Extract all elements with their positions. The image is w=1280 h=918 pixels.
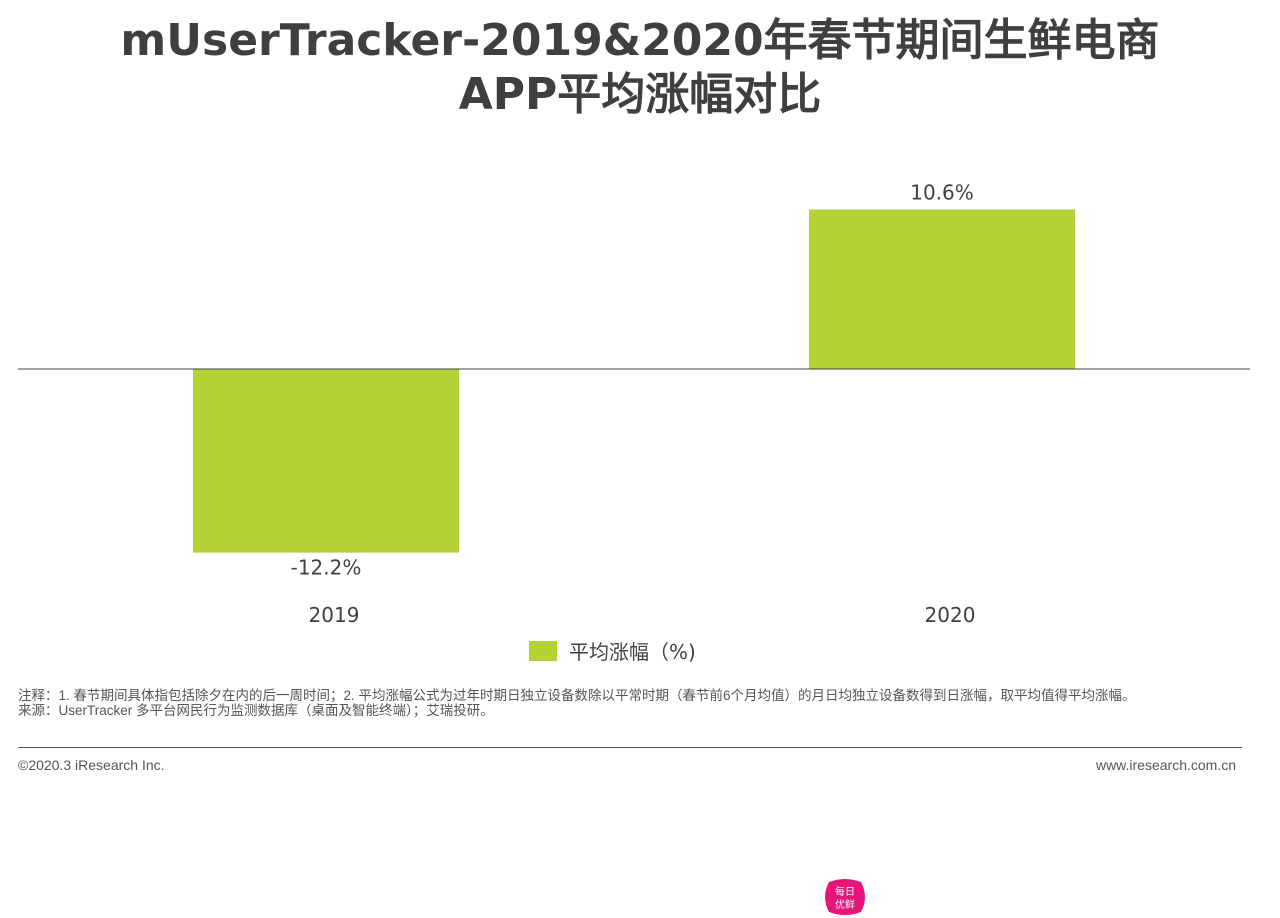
website-link[interactable]: www.iresearch.com.cn [1095, 757, 1236, 773]
x-tick-label-2020: 2020 [925, 603, 976, 627]
logo-text-line1: 每日 [835, 885, 855, 898]
bar-2020 [809, 209, 1075, 369]
data-label-2019: -12.2% [291, 556, 362, 580]
legend: 平均涨幅（%) [529, 640, 696, 664]
chart-title: mUserTracker-2019&2020年春节期间生鲜电商 APP平均涨幅对… [0, 14, 1280, 122]
source-text: 来源：UserTracker 多平台网民行为监测数据库（桌面及智能终端）；艾瑞投… [18, 703, 494, 718]
data-label-2020: 10.6% [910, 180, 974, 204]
chart-title-line2: APP平均涨幅对比 [458, 69, 822, 120]
chart-title-line1: mUserTracker-2019&2020年春节期间生鲜电商 [120, 15, 1160, 66]
bars-layer [193, 209, 1075, 553]
legend-swatch [529, 641, 557, 661]
footnote-text: 注释：1. 春节期间具体指包括除夕在内的后一周时间；2. 平均涨幅公式为过年时期… [18, 688, 1136, 703]
logo-text-line2: 优鲜 [835, 898, 855, 911]
missfresh-logo: 每日 优鲜 [825, 879, 865, 915]
logo-shape [825, 879, 865, 915]
footnotes: 注释：1. 春节期间具体指包括除夕在内的后一周时间；2. 平均涨幅公式为过年时期… [18, 688, 1248, 718]
copyright-text: ©2020.3 iResearch Inc. [18, 757, 165, 773]
bar-chart: -12.2% 2019 10.6% 2020 平均涨幅（%) [18, 180, 1250, 664]
bar-2019 [193, 369, 459, 553]
labels-layer: -12.2% 2019 10.6% 2020 [291, 180, 976, 627]
footer-divider [18, 747, 1242, 748]
x-tick-label-2019: 2019 [309, 603, 360, 627]
legend-label: 平均涨幅（%) [569, 640, 696, 664]
